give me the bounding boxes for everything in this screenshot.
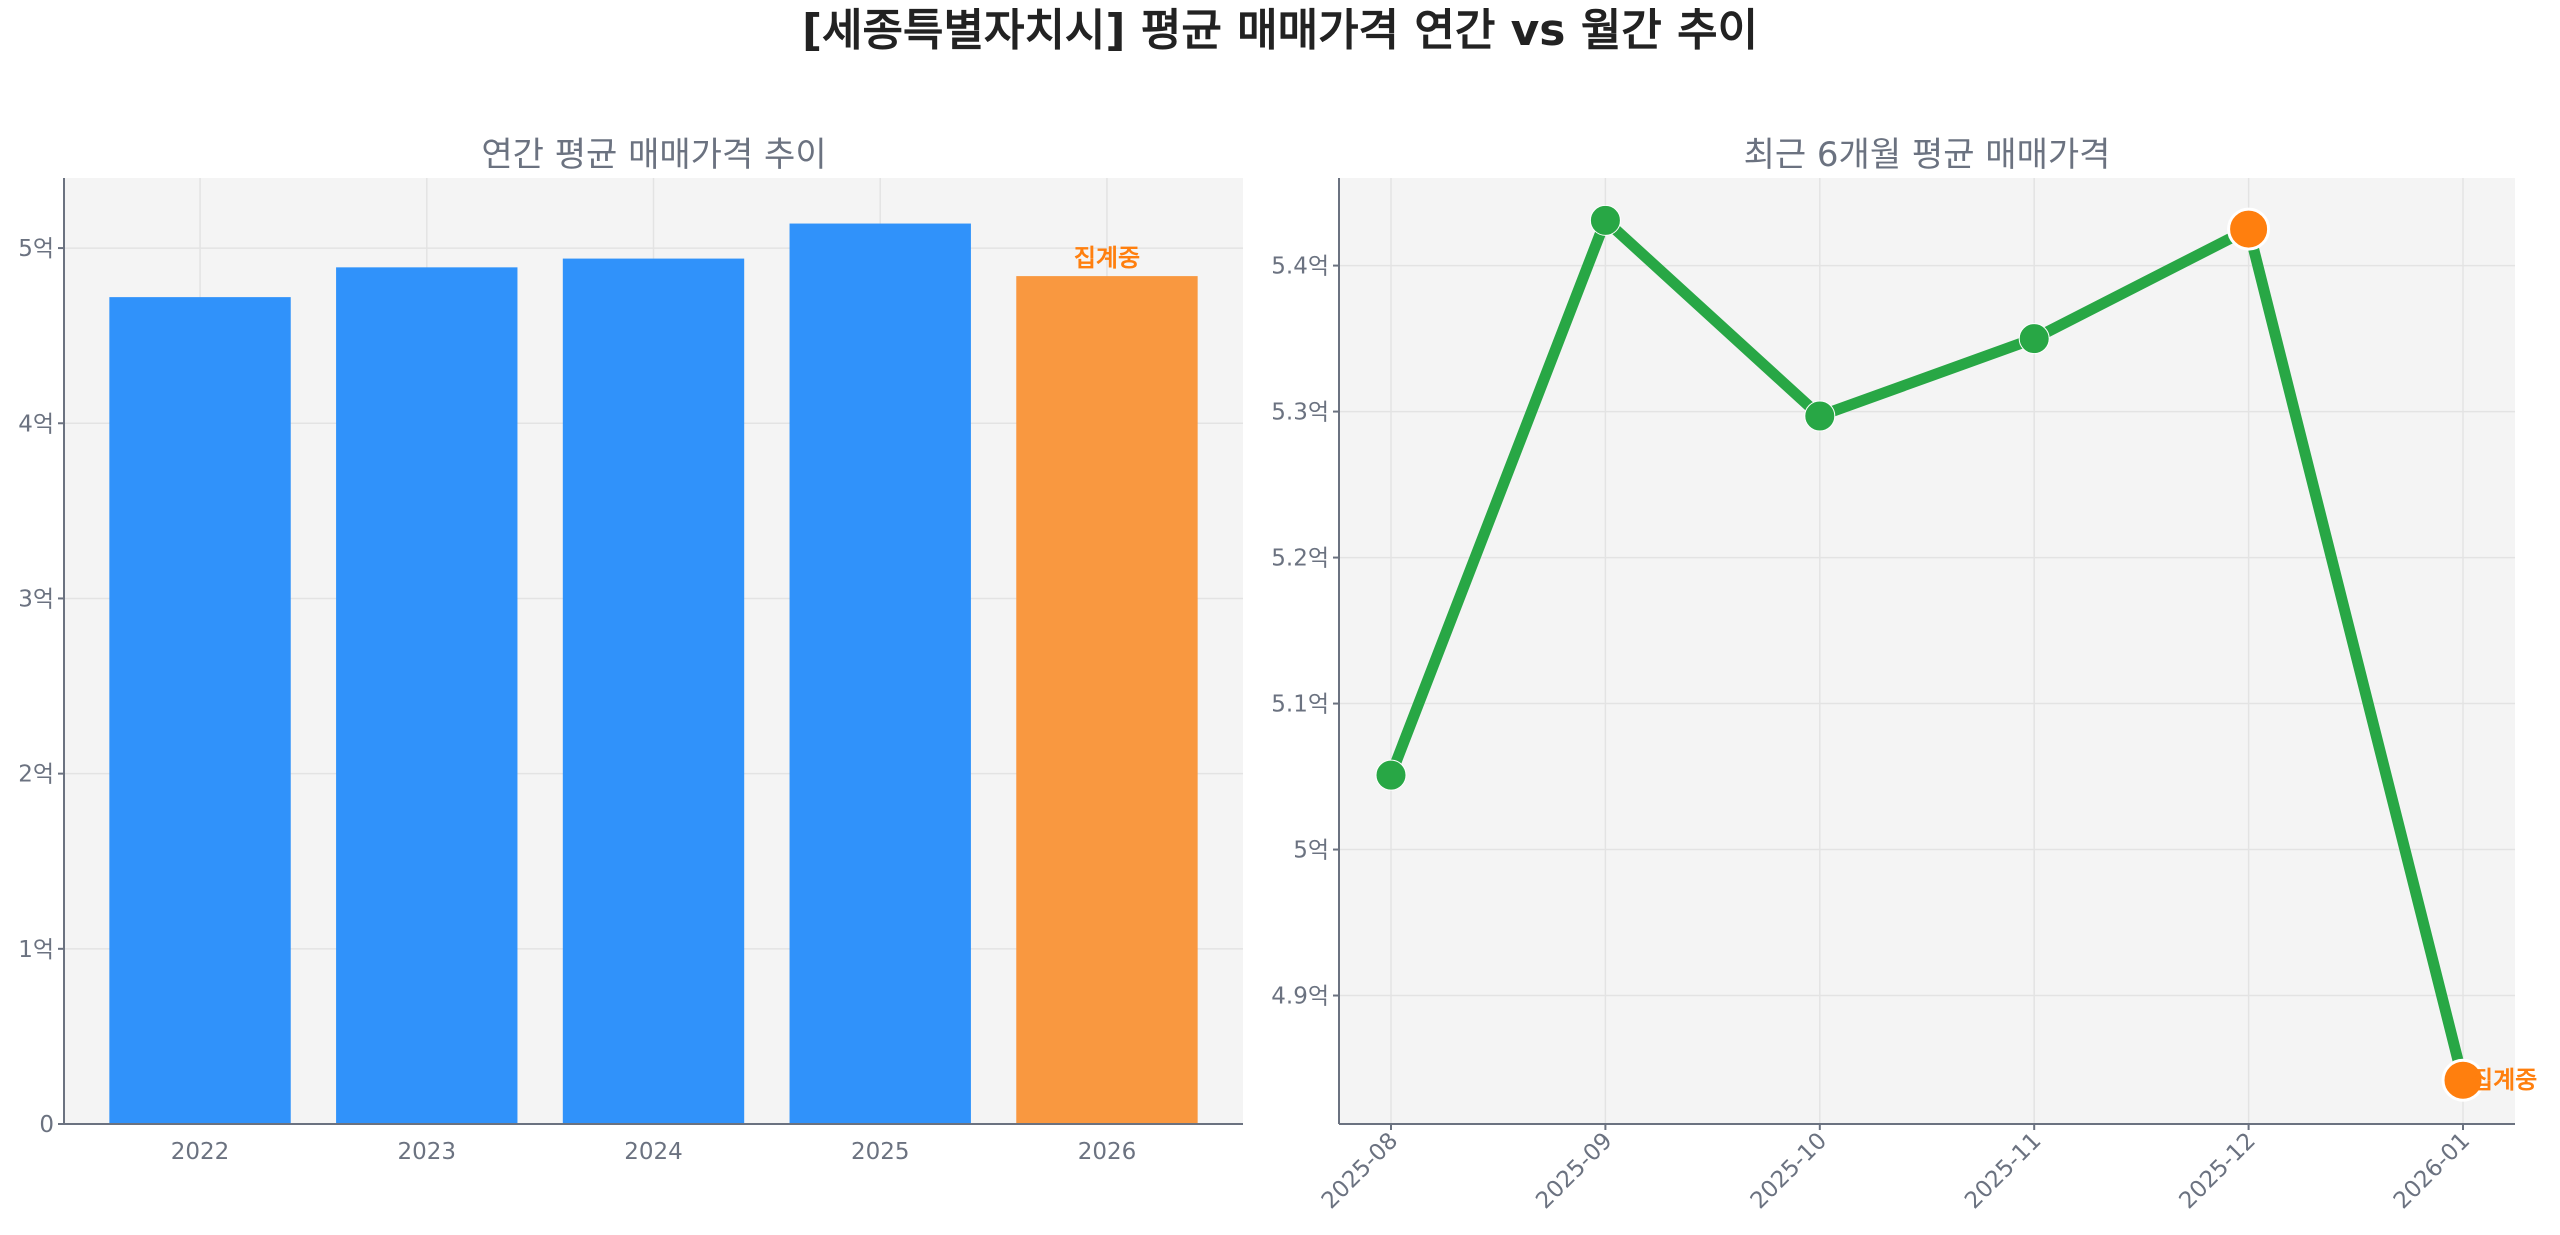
x-tick-label: 2022	[171, 1139, 230, 1165]
partial-annotation: 집계중	[2471, 1066, 2537, 1094]
x-tick-label: 2023	[397, 1139, 456, 1165]
figure-title: [세종특별자치시] 평균 매매가격 연간 vs 월간 추이	[802, 5, 1758, 56]
bar-2023	[336, 267, 518, 1124]
y-tick-label: 5.1억	[1271, 692, 1329, 718]
y-tick-label: 5억	[18, 236, 54, 262]
y-tick-label: 4억	[18, 411, 54, 437]
y-tick-label: 4.9억	[1271, 984, 1329, 1010]
plot-background	[1339, 178, 2515, 1124]
bar-2025	[789, 223, 971, 1124]
data-point-2025-08	[1375, 759, 1407, 791]
data-point-2025-09	[1589, 204, 1621, 236]
monthly-line-chart: 최근 6개월 평균 매매가격 2025-08 2025-09 2025-10 2025…	[1271, 135, 2537, 1214]
x-tick-label: 2026-01	[2389, 1128, 2475, 1214]
data-point-2025-11	[2018, 323, 2050, 355]
y-tick-label: 3억	[18, 586, 54, 612]
data-point-2026-01	[2441, 1058, 2485, 1102]
x-tick-label: 2026	[1078, 1139, 1137, 1165]
y-tick-label: 5억	[1293, 838, 1329, 864]
x-tick-label: 2025-10	[1746, 1128, 1832, 1214]
y-tick-label: 2억	[18, 762, 54, 788]
x-tick-label: 2025-12	[2174, 1128, 2260, 1214]
y-tick-label: 0	[39, 1112, 54, 1138]
series-line	[1385, 214, 2469, 1082]
x-tick-label: 2024	[624, 1139, 683, 1165]
data-point-2025-12	[2227, 207, 2271, 251]
partial-annotation: 집계중	[1074, 244, 1140, 272]
data-point-2025-10	[1804, 400, 1836, 432]
y-tick-label: 5.4억	[1271, 254, 1329, 280]
y-tick-label: 5.3억	[1271, 400, 1329, 426]
x-tick-label: 2025	[851, 1139, 910, 1165]
monthly-chart-title: 최근 6개월 평균 매매가격	[1744, 135, 2111, 175]
bar-2022	[109, 297, 291, 1124]
bar-2024	[562, 258, 745, 1124]
annual-bar-chart: 연간 평균 매매가격 추이 0 1억 2억 3억 4억 5억 2022 2023 2024 202…	[18, 135, 1243, 1165]
annual-chart-title: 연간 평균 매매가격 추이	[481, 135, 826, 175]
y-tick-label: 1억	[18, 937, 54, 963]
x-tick-label: 2025-11	[1960, 1128, 2046, 1214]
bar-2026	[1016, 276, 1198, 1124]
x-tick-label: 2025-08	[1317, 1128, 1403, 1214]
y-tick-label: 5.2억	[1271, 546, 1329, 572]
x-tick-label: 2025-09	[1531, 1128, 1617, 1214]
